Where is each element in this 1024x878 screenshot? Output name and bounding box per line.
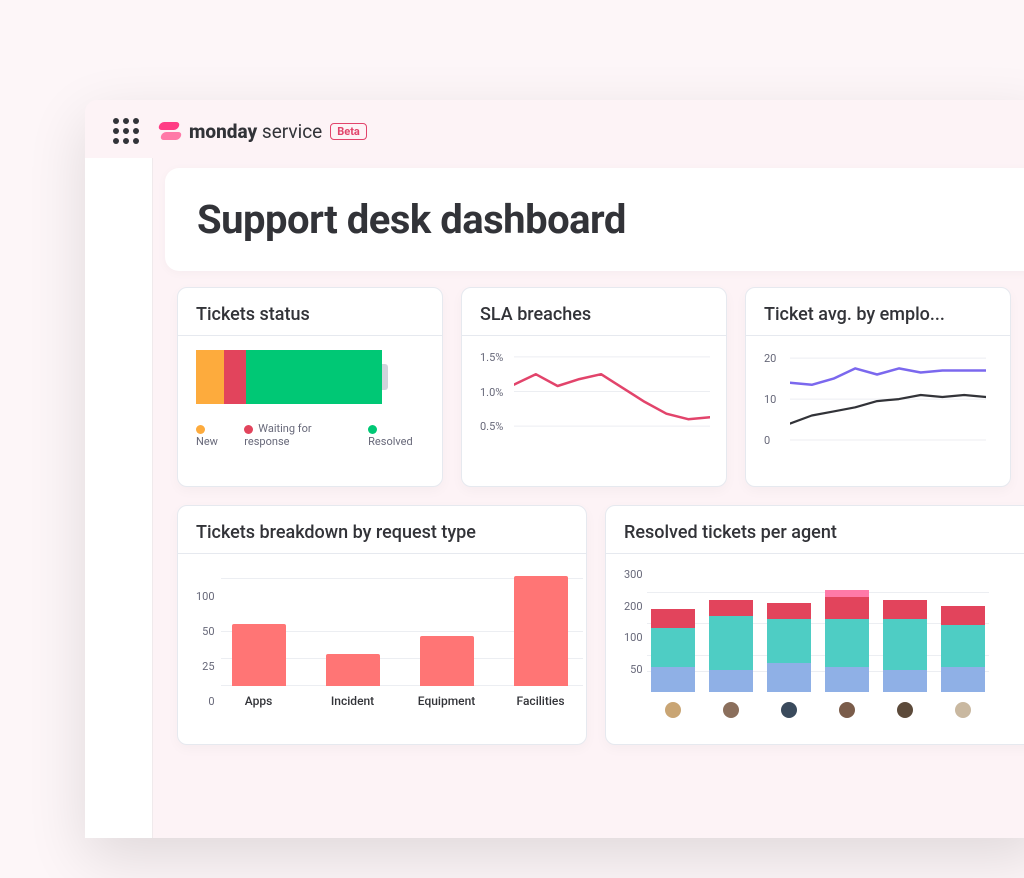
y-tick-label: 0.5%: [480, 420, 503, 433]
content-area: Support desk dashboard Tickets status Ne…: [85, 158, 1024, 838]
y-tick-label: 25: [196, 660, 215, 673]
card-title: Ticket avg. by emplo...: [764, 304, 974, 325]
page-title: Support desk dashboard: [197, 196, 1013, 243]
brand[interactable]: monday service Beta: [159, 120, 367, 143]
y-tick-label: 100: [196, 590, 215, 603]
card-ticket-avg[interactable]: Ticket avg. by emplo... 20 10 0: [745, 287, 1011, 487]
main: Support desk dashboard Tickets status Ne…: [153, 158, 1024, 838]
card-title: Tickets breakdown by request type: [196, 522, 568, 543]
cards-row-2: Tickets breakdown by request type 100 50 2…: [177, 505, 1024, 745]
y-tick-label: 1.0%: [480, 386, 503, 399]
card-resolved-per-agent[interactable]: Resolved tickets per agent 300 200 100 50: [605, 505, 1024, 745]
y-tick-label: 20: [764, 352, 776, 365]
apps-launcher-icon[interactable]: [113, 118, 139, 144]
brand-logo-icon: [159, 120, 181, 142]
beta-badge: Beta: [330, 123, 367, 140]
breakdown-chart: 100 50 25 0 Apps Incident Equipment Facilities: [196, 568, 568, 708]
bar-label: Equipment: [418, 694, 476, 708]
card-sla-breaches[interactable]: SLA breaches 1.5% 1.0% 0.5%: [461, 287, 727, 487]
cards-row-1: Tickets status New Waiting for response Re…: [177, 287, 1024, 487]
agent-avatar: [781, 702, 797, 718]
resolved-chart: 300 200 100 50: [624, 568, 1024, 718]
app-window: monday service Beta Support desk dashboa…: [85, 100, 1024, 838]
card-tickets-status[interactable]: Tickets status New Waiting for response Re…: [177, 287, 443, 487]
legend-item: Waiting for response: [244, 422, 354, 448]
legend-item: Resolved: [368, 422, 424, 448]
agent-bar: [883, 600, 927, 718]
y-tick-label: 100: [624, 631, 643, 644]
y-tick-label: 0: [196, 695, 215, 708]
avg-chart: 20 10 0: [764, 350, 984, 460]
agent-avatar: [839, 702, 855, 718]
agent-bar: [709, 600, 753, 718]
y-tick-label: 50: [624, 663, 643, 676]
agent-bar: [941, 606, 985, 718]
breakdown-bar: Facilities: [509, 576, 573, 708]
brand-name: monday service: [189, 120, 322, 143]
card-title: Tickets status: [196, 304, 424, 325]
legend-item: New: [196, 422, 230, 448]
breakdown-bar: Incident: [321, 654, 385, 708]
y-tick-label: 0: [764, 434, 770, 447]
agent-bar: [651, 609, 695, 718]
breakdown-bar: Equipment: [415, 636, 479, 708]
left-rail: [85, 158, 153, 838]
status-segment: [246, 350, 382, 404]
y-tick-label: 300: [624, 568, 643, 581]
agent-avatar: [723, 702, 739, 718]
agent-avatar: [955, 702, 971, 718]
tickets-status-chart: New Waiting for response Resolved: [196, 350, 424, 448]
sla-chart: 1.5% 1.0% 0.5%: [480, 350, 710, 460]
y-tick-label: 10: [764, 393, 776, 406]
agent-bar: [767, 603, 811, 718]
agent-avatar: [665, 702, 681, 718]
topbar: monday service Beta: [85, 100, 1024, 158]
card-tickets-breakdown[interactable]: Tickets breakdown by request type 100 50 2…: [177, 505, 587, 745]
y-tick-label: 200: [624, 600, 643, 613]
bar-label: Incident: [331, 694, 374, 708]
agent-bar: [825, 590, 869, 718]
y-tick-label: 50: [196, 625, 215, 638]
status-segment: [196, 350, 224, 404]
card-title: SLA breaches: [480, 304, 708, 325]
page-header: Support desk dashboard: [165, 168, 1024, 271]
bar-label: Apps: [245, 694, 273, 708]
y-tick-label: 1.5%: [480, 351, 503, 364]
agent-avatar: [897, 702, 913, 718]
breakdown-bar: Apps: [227, 624, 291, 708]
bar-label: Facilities: [517, 694, 565, 708]
status-segment: [224, 350, 246, 404]
card-title: Resolved tickets per agent: [624, 522, 1024, 543]
